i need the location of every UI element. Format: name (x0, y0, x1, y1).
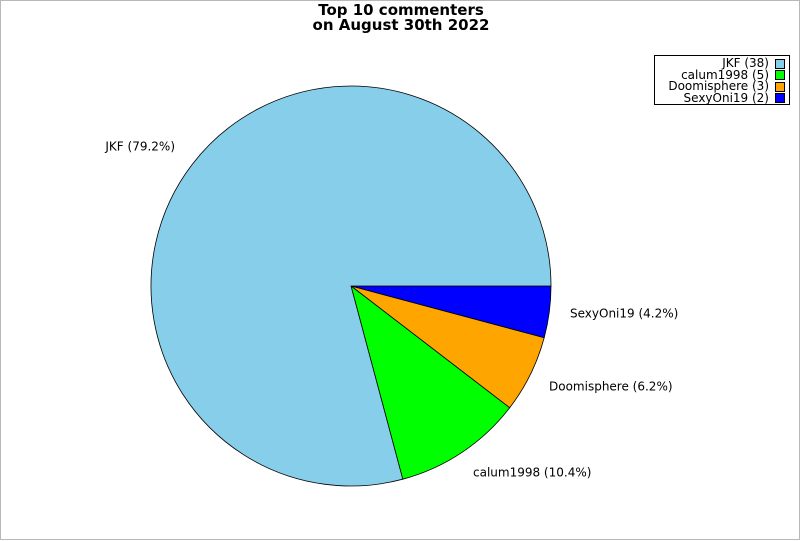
chart-subtitle: on August 30th 2022 (312, 16, 490, 34)
slice-label: calum1998 (10.4%) (473, 466, 591, 480)
legend-entry: calum1998 (5) (655, 67, 785, 82)
slice-label: SexyOni19 (4.2%) (570, 307, 678, 321)
legend-swatch (775, 93, 785, 104)
chart-title-block: Top 10 commenters on August 30th 2022 (1, 3, 800, 33)
legend-swatch (775, 81, 785, 92)
legend-entry: SexyOni19 (2) (655, 90, 785, 105)
legend: JKF (38) calum1998 (5) Doomisphere (3) S… (654, 55, 790, 105)
chart-title: Top 10 commenters (318, 1, 484, 19)
legend-entry: Doomisphere (3) (655, 79, 785, 94)
legend-label: Doomisphere (3) (668, 79, 769, 94)
legend-entry: JKF (38) (655, 56, 785, 71)
slice-label: JKF (79.2%) (104, 140, 175, 154)
legend-swatch (775, 58, 785, 69)
legend-label: calum1998 (5) (681, 67, 769, 82)
slice-label: Doomisphere (6.2%) (549, 380, 673, 394)
legend-label: SexyOni19 (2) (683, 90, 769, 105)
legend-label: JKF (38) (722, 56, 769, 71)
legend-swatch (775, 70, 785, 81)
pie-slice-jkf (150, 85, 552, 487)
pie-slice-calum1998 (350, 284, 511, 480)
